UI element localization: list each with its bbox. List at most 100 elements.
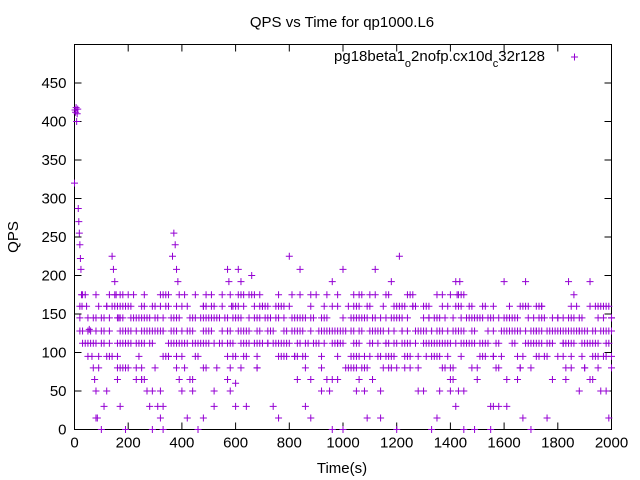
data-point	[119, 291, 127, 299]
data-point	[301, 352, 309, 360]
data-point	[175, 314, 183, 322]
data-point	[122, 426, 130, 433]
data-point	[296, 291, 304, 299]
data-point	[288, 291, 296, 299]
data-point	[103, 387, 111, 395]
data-point	[226, 327, 234, 335]
data-point	[460, 426, 468, 433]
data-point	[226, 364, 234, 372]
data-point	[358, 291, 366, 299]
data-point	[127, 339, 135, 347]
data-point	[119, 314, 127, 322]
data-point	[393, 426, 401, 433]
data-point	[301, 364, 309, 372]
data-point	[503, 402, 511, 410]
data-point	[111, 278, 119, 286]
data-point	[248, 272, 256, 279]
data-point	[245, 327, 253, 335]
data-point	[183, 414, 191, 422]
data-point	[116, 402, 124, 410]
data-point	[175, 375, 183, 383]
data-point	[148, 387, 156, 395]
data-point	[164, 352, 172, 360]
data-point	[140, 302, 148, 310]
x-tick-label: 200	[116, 435, 141, 452]
data-point	[232, 379, 240, 387]
data-point	[95, 364, 103, 372]
data-point	[457, 352, 465, 360]
data-point	[100, 402, 108, 410]
data-point	[307, 302, 315, 310]
data-point	[570, 339, 578, 347]
data-point	[360, 387, 368, 395]
data-point	[366, 352, 374, 360]
x-axis: 0 200 400 600 800 1000 1200 1400 1600 1800 2000	[70, 44, 628, 452]
data-point	[527, 364, 535, 372]
data-point	[334, 375, 342, 383]
y-tick-label: 250	[41, 229, 66, 246]
data-point	[497, 352, 505, 360]
data-point	[489, 402, 497, 410]
data-point	[173, 265, 181, 273]
x-tick-label: 800	[277, 435, 302, 452]
data-point	[83, 302, 91, 310]
data-point	[339, 314, 347, 322]
data-point	[237, 314, 245, 322]
data-point	[71, 179, 78, 187]
data-point	[339, 339, 347, 347]
data-point	[159, 327, 167, 335]
data-point	[275, 291, 283, 299]
x-tick-label: 2000	[595, 435, 628, 452]
data-point	[487, 426, 495, 433]
data-point	[109, 265, 117, 273]
data-point	[411, 339, 419, 347]
data-point	[73, 118, 81, 125]
data-point	[97, 426, 105, 433]
data-point	[173, 364, 181, 372]
data-point	[76, 255, 84, 263]
data-point	[232, 402, 240, 410]
data-point	[264, 302, 272, 310]
data-point	[189, 327, 197, 335]
data-point	[495, 364, 503, 372]
data-point	[210, 387, 218, 395]
data-point	[229, 339, 237, 347]
data-point	[366, 302, 374, 310]
data-point	[307, 375, 315, 383]
data-point	[130, 291, 138, 299]
data-point	[489, 302, 497, 310]
data-point	[224, 375, 232, 383]
data-point	[586, 278, 594, 286]
data-point	[105, 339, 113, 347]
data-point	[91, 375, 99, 383]
data-point	[379, 302, 387, 310]
data-point	[323, 291, 331, 299]
data-point	[169, 252, 177, 260]
data-point	[548, 339, 556, 347]
legend-marker-series-1	[571, 53, 578, 61]
data-point	[484, 339, 492, 347]
data-point	[318, 364, 326, 372]
data-point	[460, 327, 468, 335]
data-point	[390, 327, 398, 335]
y-axis: 0 50 100 150 200 250 300 350 400 450	[41, 75, 612, 439]
data-point	[202, 364, 210, 372]
data-point	[460, 291, 468, 299]
data-point	[608, 327, 615, 335]
data-point	[605, 339, 613, 347]
data-point	[97, 327, 105, 335]
data-point	[76, 314, 84, 322]
chart-title: QPS vs Time for qp1000.L6	[250, 14, 434, 31]
data-point	[74, 105, 82, 113]
data-point	[242, 402, 250, 410]
data-point	[599, 314, 607, 322]
data-point	[148, 426, 156, 433]
data-point	[538, 302, 546, 310]
data-point	[516, 364, 524, 372]
data-point	[562, 375, 570, 383]
data-point	[339, 265, 347, 273]
data-point	[181, 364, 189, 372]
data-point	[181, 291, 189, 299]
data-point	[471, 426, 479, 433]
data-point	[105, 314, 113, 322]
